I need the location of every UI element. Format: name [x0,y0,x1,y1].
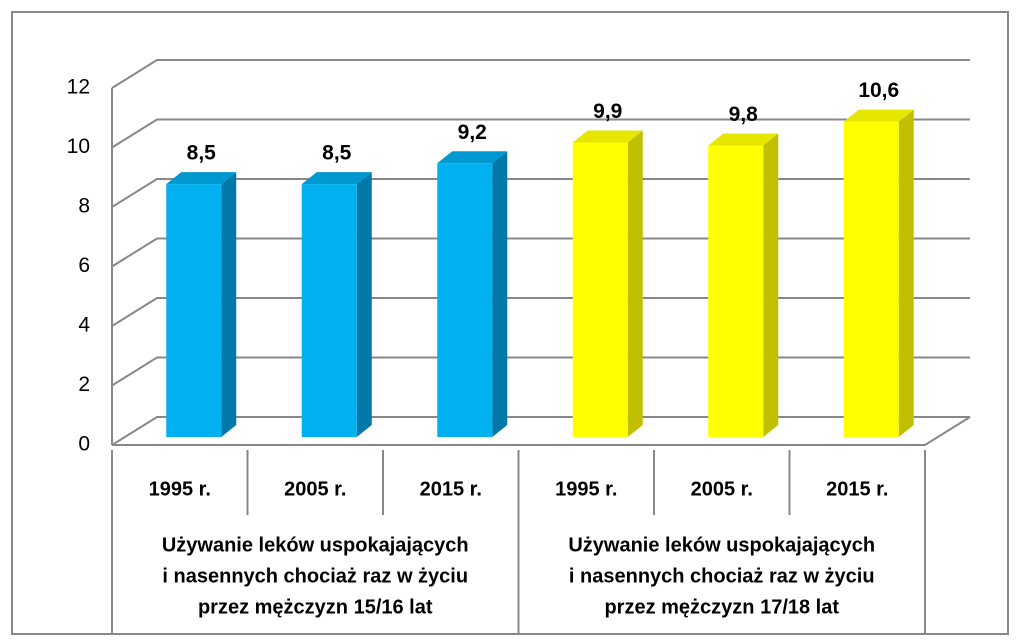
bar-top [708,133,779,146]
group-label: Używanie leków uspokajających [568,534,875,556]
x-tick-label: 2015 r. [826,478,888,500]
grid-line [111,416,970,446]
floor-edge [112,416,971,446]
bar-front [301,184,357,437]
bar-top [843,109,914,122]
group-label: i nasennych chociaż raz w życiu [162,565,468,587]
value-label: 9,2 [458,121,487,144]
bar-front [708,145,764,437]
x-tick-label: 2015 r. [420,478,482,500]
value-label: 8,5 [187,142,217,165]
bar-top [166,172,237,185]
grid-line [111,178,970,208]
y-tick-label: 12 [67,76,90,99]
grid-line [111,297,970,327]
bar [437,151,508,438]
grid-line [111,118,970,149]
bar-top [572,130,643,143]
bar-side [221,172,237,437]
bar-front [572,142,628,437]
x-tick-label: 1995 r. [555,478,617,500]
grid-line [111,356,970,387]
bar-front [166,184,222,437]
group-label: przez mężczyzn 15/16 lat [198,596,433,618]
y-tick-label: 6 [78,254,90,277]
value-label: 9,8 [729,103,759,126]
x-tick-label: 2005 r. [691,478,753,500]
y-tick-label: 0 [78,433,90,456]
bar-top [437,151,508,164]
bar-front [843,121,899,438]
value-label: 8,5 [322,142,352,165]
bar [166,172,237,437]
bar [301,172,372,437]
y-tick-label: 10 [67,135,90,158]
x-tick-label: 1995 r. [149,478,211,500]
bar [843,109,914,438]
grid-line [111,237,970,268]
bar-front [437,163,493,438]
group-label: Używanie leków uspokajających [162,534,469,556]
bar [708,133,779,437]
y-tick-label: 2 [78,373,90,396]
value-label: 10,6 [858,79,899,102]
bar-side [763,133,779,437]
bar-side [898,109,914,438]
group-label: i nasennych chociaż raz w życiu [569,565,875,587]
bar-side [356,172,372,437]
bar-side [492,151,508,438]
y-tick-label: 8 [78,195,90,218]
bar-top [301,172,372,185]
grid-line [111,59,970,89]
bar-side [627,130,643,437]
x-tick-label: 2005 r. [284,478,346,500]
value-label: 9,9 [593,100,622,123]
bar [572,130,643,437]
y-tick-label: 4 [78,314,90,337]
group-label: przez mężczyzn 17/18 lat [604,596,839,618]
